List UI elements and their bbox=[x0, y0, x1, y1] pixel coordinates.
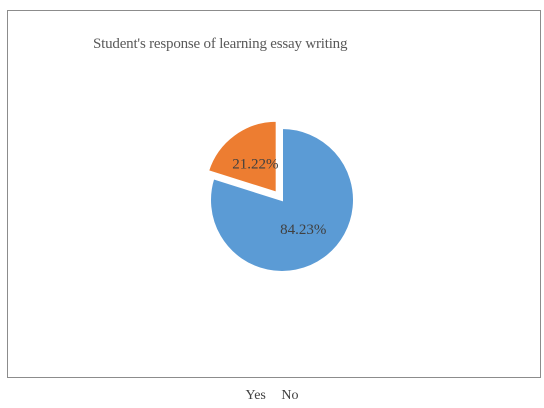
data-label-no: 21.22% bbox=[232, 157, 278, 173]
data-label-yes: 84.23% bbox=[280, 222, 326, 238]
chart-frame bbox=[7, 10, 541, 378]
legend: Yes No bbox=[0, 388, 544, 404]
legend-entry-no: No bbox=[281, 388, 299, 403]
pie-slice-yes bbox=[209, 126, 355, 273]
legend-entry-yes: Yes bbox=[245, 388, 266, 403]
pie-slice-no bbox=[206, 119, 278, 195]
chart-title: Student's response of learning essay wri… bbox=[93, 36, 348, 52]
